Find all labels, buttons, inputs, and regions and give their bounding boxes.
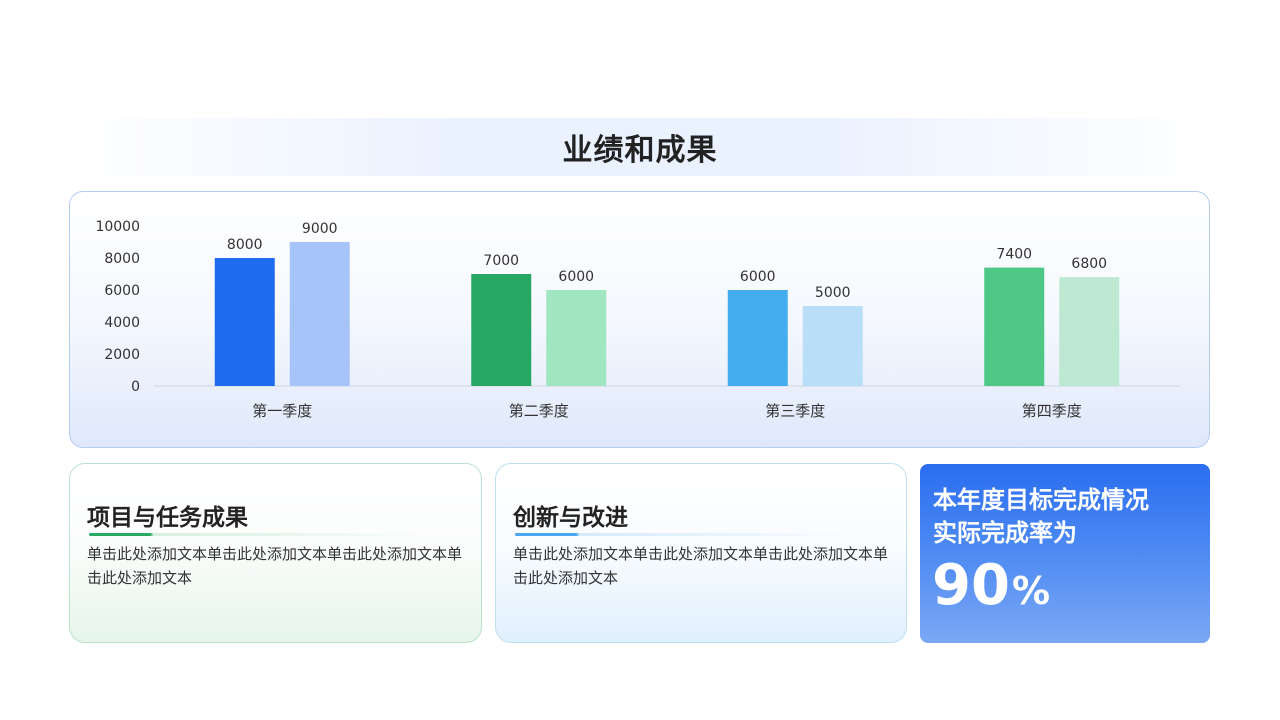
kpi-value: 90%: [932, 556, 1050, 616]
x-tick-label: 第一季度: [252, 402, 312, 420]
card-project-results: 项目与任务成果 单击此处添加文本单击此处添加文本单击此处添加文本单击此处添加文本: [69, 463, 482, 643]
page-title: 业绩和成果: [562, 133, 718, 168]
card-title: 创新与改进: [513, 505, 628, 531]
kpi-unit: %: [1011, 569, 1051, 613]
y-tick-label: 10000: [95, 219, 140, 235]
card-title-underline: [515, 533, 855, 536]
card-title: 项目与任务成果: [87, 505, 248, 531]
card-body-text[interactable]: 单击此处添加文本单击此处添加文本单击此处添加文本单击此处添加文本: [87, 545, 463, 587]
bar: [289, 242, 350, 386]
x-tick-label: 第三季度: [765, 402, 825, 420]
y-tick-label: 8000: [104, 251, 140, 267]
kpi-heading: 本年度目标完成情况: [933, 486, 1149, 514]
card-title-underline: [89, 533, 429, 536]
x-tick-label: 第二季度: [509, 402, 569, 420]
data-label: 5000: [815, 285, 851, 301]
bar: [802, 306, 863, 386]
data-label: 7000: [483, 253, 519, 269]
card-innovation: 创新与改进 单击此处添加文本单击此处添加文本单击此处添加文本单击此处添加文本: [495, 463, 907, 643]
bar: [727, 290, 788, 386]
card-body-text[interactable]: 单击此处添加文本单击此处添加文本单击此处添加文本单击此处添加文本: [513, 545, 889, 587]
x-tick-label: 第四季度: [1022, 402, 1082, 420]
data-label: 6000: [740, 269, 776, 285]
bar-chart: 0 2000 4000 6000 8000 10000 8000 9000 第一季度 7000 60…: [95, 219, 1180, 420]
y-tick-label: 0: [131, 379, 140, 395]
y-tick-label: 2000: [104, 347, 140, 363]
y-tick-label: 4000: [104, 315, 140, 331]
bar: [471, 274, 532, 386]
data-label: 9000: [302, 221, 338, 237]
bar: [984, 267, 1045, 386]
bar: [546, 290, 607, 386]
kpi-subheading: 实际完成率为: [933, 519, 1077, 547]
bar: [1059, 277, 1120, 386]
data-label: 8000: [227, 237, 263, 253]
chart-panel: 0 2000 4000 6000 8000 10000 8000 9000 第一季度 7000 60…: [69, 191, 1210, 448]
kpi-number: 90: [932, 553, 1010, 618]
data-label: 7400: [996, 247, 1032, 263]
bar: [214, 258, 275, 386]
y-tick-label: 6000: [104, 283, 140, 299]
kpi-card: 本年度目标完成情况 实际完成率为 90%: [920, 464, 1210, 643]
data-label: 6800: [1071, 256, 1107, 272]
data-label: 6000: [558, 269, 594, 285]
title-band: 业绩和成果: [70, 118, 1210, 176]
